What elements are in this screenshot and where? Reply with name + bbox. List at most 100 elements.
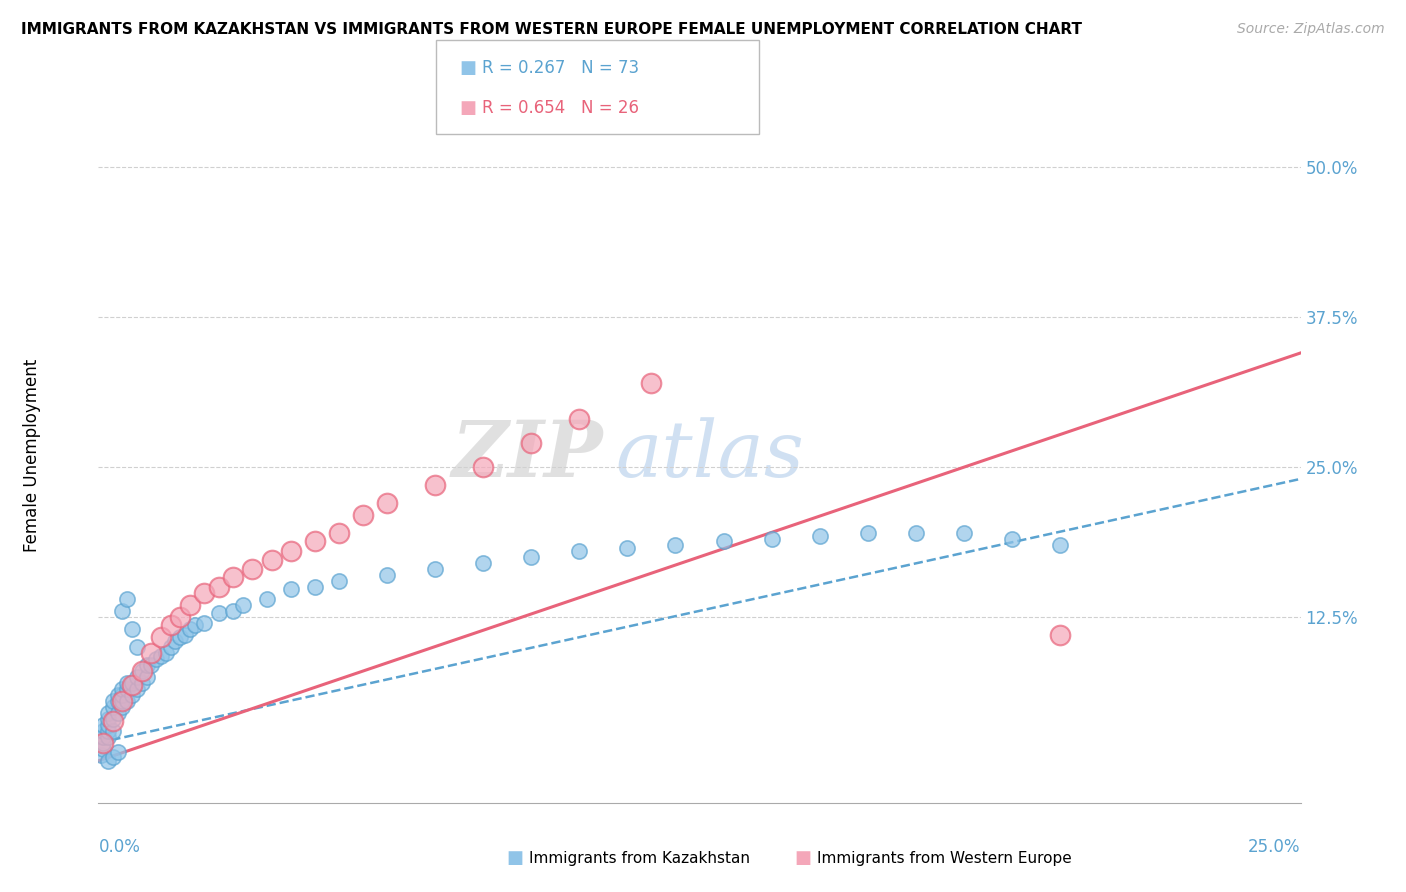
Point <box>165 633 187 648</box>
Point <box>568 412 591 426</box>
Text: Immigrants from Western Europe: Immigrants from Western Europe <box>817 851 1071 865</box>
Point <box>111 694 134 708</box>
Point <box>97 730 120 744</box>
Point <box>111 681 134 696</box>
Point <box>101 699 124 714</box>
Point <box>121 676 143 690</box>
Text: ■: ■ <box>794 849 811 867</box>
Text: ■: ■ <box>460 60 477 78</box>
Point <box>121 622 143 636</box>
Point <box>101 694 124 708</box>
Point <box>149 649 172 664</box>
Point <box>953 525 976 540</box>
Point <box>904 525 927 540</box>
Point <box>159 640 181 654</box>
Point <box>1001 532 1024 546</box>
Point <box>174 628 197 642</box>
Point <box>159 618 181 632</box>
Point <box>107 694 129 708</box>
Point <box>616 541 638 556</box>
Point <box>101 750 124 764</box>
Point <box>135 670 157 684</box>
Point <box>97 706 120 720</box>
Point <box>91 736 114 750</box>
Point <box>111 694 134 708</box>
Point <box>91 718 114 732</box>
Point <box>91 741 114 756</box>
Text: Source: ZipAtlas.com: Source: ZipAtlas.com <box>1237 22 1385 37</box>
Point <box>97 712 120 726</box>
Point <box>375 496 398 510</box>
Point <box>101 714 124 729</box>
Point <box>664 538 686 552</box>
Text: ■: ■ <box>460 99 477 117</box>
Point <box>149 630 172 644</box>
Point <box>328 525 350 540</box>
Point <box>90 747 112 762</box>
Text: 25.0%: 25.0% <box>1249 838 1301 855</box>
Point <box>208 580 231 594</box>
Point <box>145 652 167 666</box>
Text: atlas: atlas <box>616 417 804 493</box>
Point <box>117 676 139 690</box>
Point <box>222 570 245 584</box>
Point <box>1049 538 1071 552</box>
Point <box>222 604 245 618</box>
Point <box>135 657 157 672</box>
Point <box>111 699 134 714</box>
Point <box>141 646 163 660</box>
Point <box>121 688 143 702</box>
Point <box>423 478 446 492</box>
Point <box>256 591 278 606</box>
Point <box>101 712 124 726</box>
Point <box>193 615 215 630</box>
Text: R = 0.267   N = 73: R = 0.267 N = 73 <box>482 60 640 78</box>
Point <box>472 459 495 474</box>
Text: ■: ■ <box>506 849 523 867</box>
Point <box>131 664 153 678</box>
Point <box>101 723 124 738</box>
Point <box>280 582 302 597</box>
Point <box>208 607 231 621</box>
Point <box>713 534 735 549</box>
Point <box>169 630 191 644</box>
Point <box>107 706 129 720</box>
Point <box>856 525 879 540</box>
Point <box>179 622 201 636</box>
Point <box>111 604 134 618</box>
Point <box>107 688 129 702</box>
Point <box>304 580 326 594</box>
Point <box>111 688 134 702</box>
Point <box>155 646 177 660</box>
Point <box>520 549 543 564</box>
Point <box>568 544 591 558</box>
Point <box>91 723 114 738</box>
Point <box>304 534 326 549</box>
Point <box>131 664 153 678</box>
Point <box>91 736 114 750</box>
Point <box>179 598 201 612</box>
Point <box>117 681 139 696</box>
Point <box>121 678 143 692</box>
Point <box>240 562 263 576</box>
Point <box>472 556 495 570</box>
Point <box>761 532 783 546</box>
Point <box>520 436 543 450</box>
Text: 0.0%: 0.0% <box>98 838 141 855</box>
Point <box>352 508 374 522</box>
Point <box>141 657 163 672</box>
Point <box>125 681 148 696</box>
Point <box>1049 628 1071 642</box>
Text: Immigrants from Kazakhstan: Immigrants from Kazakhstan <box>529 851 749 865</box>
Point <box>183 618 205 632</box>
Point <box>97 754 120 768</box>
Text: Female Unemployment: Female Unemployment <box>24 359 41 551</box>
Point <box>125 670 148 684</box>
Point <box>131 676 153 690</box>
Point <box>328 574 350 588</box>
Point <box>97 718 120 732</box>
Point <box>117 591 139 606</box>
Point <box>91 730 114 744</box>
Point <box>423 562 446 576</box>
Text: IMMIGRANTS FROM KAZAKHSTAN VS IMMIGRANTS FROM WESTERN EUROPE FEMALE UNEMPLOYMENT: IMMIGRANTS FROM KAZAKHSTAN VS IMMIGRANTS… <box>21 22 1083 37</box>
